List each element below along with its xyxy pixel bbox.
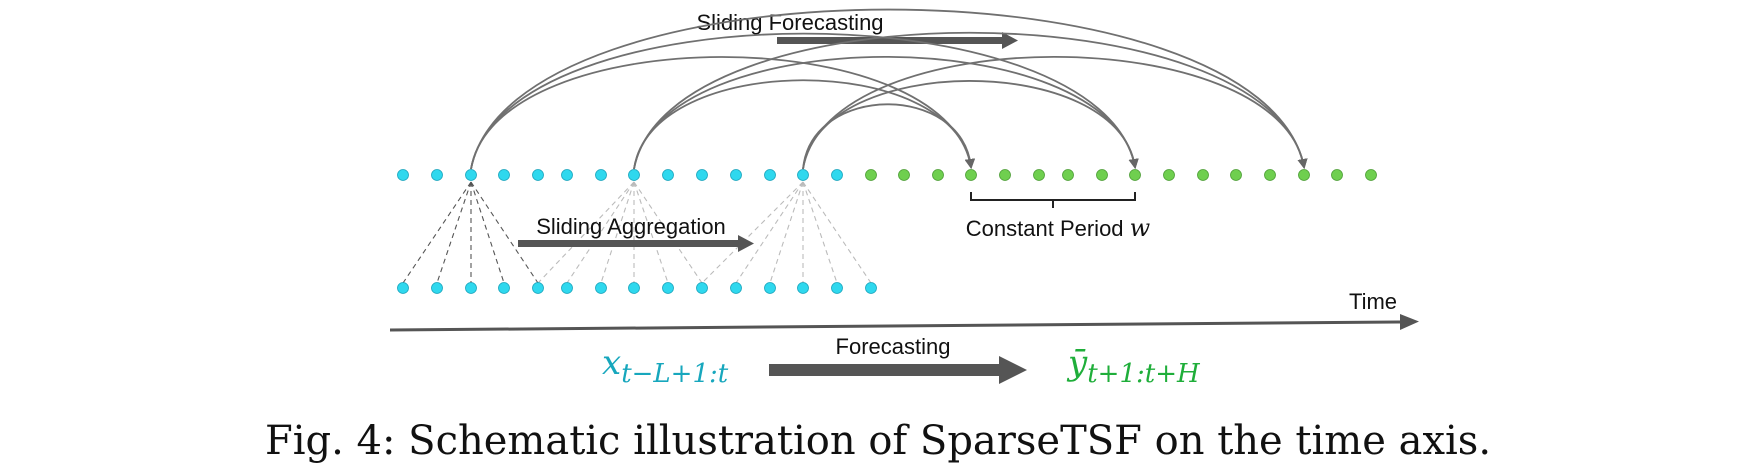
- input-point: [595, 169, 607, 181]
- raw-input-point: [595, 282, 607, 294]
- forecast-arc: [470, 56, 975, 170]
- input-point: [831, 169, 843, 181]
- figure-caption: Fig. 4: Schematic illustration of Sparse…: [264, 418, 1492, 464]
- input-point: [561, 169, 573, 181]
- constant-period-bracket: [970, 192, 1136, 208]
- raw-input-point: [498, 282, 510, 294]
- forecast-arcs: [470, 8, 1308, 170]
- output-point: [1230, 169, 1242, 181]
- raw-input-point: [397, 282, 409, 294]
- aggregation-line: [735, 181, 804, 284]
- output-point: [1163, 169, 1175, 181]
- aggregation-line: [769, 181, 804, 284]
- time-axis: [389, 314, 1419, 332]
- sliding-aggregation-arrow: [518, 235, 754, 252]
- sliding-forecasting-arrow: [777, 32, 1018, 49]
- input-point: [764, 169, 776, 181]
- output-point: [1033, 169, 1045, 181]
- aggregation-line: [402, 181, 472, 284]
- input-point: [532, 169, 544, 181]
- aggregation-line: [802, 181, 838, 284]
- aggregation-line: [802, 181, 872, 284]
- input-point: [662, 169, 674, 181]
- input-point: [431, 169, 443, 181]
- forecast-arc: [633, 79, 975, 170]
- output-point: [965, 169, 977, 181]
- forecast-arc: [470, 32, 1139, 170]
- input-point: [730, 169, 742, 181]
- output-point: [1331, 169, 1343, 181]
- raw-input-point: [696, 282, 708, 294]
- output-point: [898, 169, 910, 181]
- raw-input-point: [797, 282, 809, 294]
- raw-input-point: [831, 282, 843, 294]
- aggregation-line: [701, 181, 804, 284]
- output-point: [932, 169, 944, 181]
- aggregation-line: [470, 181, 539, 284]
- output-point: [1264, 169, 1276, 181]
- raw-input-point: [628, 282, 640, 294]
- forecast-arc: [470, 8, 1308, 170]
- constant-period-label: Constant Period w: [966, 214, 1151, 242]
- top-sequence-row: [397, 169, 1377, 181]
- forecast-arc: [802, 103, 976, 170]
- raw-input-point: [730, 282, 742, 294]
- forecasting-arrow: [769, 356, 1027, 384]
- output-point: [1129, 169, 1141, 181]
- output-point: [1062, 169, 1074, 181]
- output-point: [1365, 169, 1377, 181]
- output-point: [1096, 169, 1108, 181]
- aggregation-line: [436, 181, 472, 284]
- input-point: [696, 169, 708, 181]
- raw-input-point: [561, 282, 573, 294]
- aggregation-line: [470, 181, 505, 284]
- aggregation-lines: [402, 181, 872, 284]
- aggregation-line: [566, 181, 635, 284]
- sliding-aggregation-label: Sliding Aggregation: [536, 214, 726, 239]
- input-point: [397, 169, 409, 181]
- forecast-arc: [633, 55, 1139, 170]
- input-sequence-label: xt−L+1:t: [602, 343, 729, 389]
- output-point: [1298, 169, 1310, 181]
- input-point: [465, 169, 477, 181]
- output-point: [999, 169, 1011, 181]
- time-axis-label: Time: [1349, 289, 1397, 314]
- raw-input-point: [532, 282, 544, 294]
- raw-input-point: [662, 282, 674, 294]
- raw-input-point: [431, 282, 443, 294]
- forecasting-label: Forecasting: [836, 334, 951, 359]
- raw-input-point: [465, 282, 477, 294]
- output-point: [865, 169, 877, 181]
- input-point: [498, 169, 510, 181]
- forecast-arc: [802, 55, 1308, 170]
- input-point: [797, 169, 809, 181]
- forecast-arc: [633, 31, 1308, 170]
- output-sequence-label: ȳt+1:t+H: [1066, 343, 1201, 389]
- input-point: [628, 169, 640, 181]
- raw-input-point: [865, 282, 877, 294]
- raw-input-point: [764, 282, 776, 294]
- bottom-sequence-row: [397, 282, 877, 294]
- output-point: [1197, 169, 1209, 181]
- aggregation-line: [633, 181, 703, 284]
